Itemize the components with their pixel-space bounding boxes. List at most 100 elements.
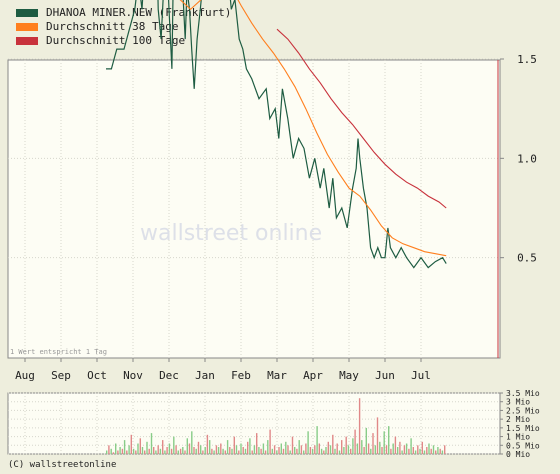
volume-bar [204,447,206,454]
volume-bar [121,448,124,454]
volume-bar [153,447,155,454]
volume-tick-label: 3.5 Mio [506,389,540,398]
volume-bar [294,447,296,454]
volume-bar [115,443,117,454]
volume-bar [414,450,417,454]
volume-bar [256,433,258,454]
volume-bar [397,447,399,454]
volume-bar [291,436,294,454]
volume-bar [352,438,354,454]
volume-bar [370,448,372,454]
volume-bar [334,448,336,454]
volume-bar [195,448,197,454]
volume-bar [309,447,312,454]
volume-bar [137,443,139,454]
volume-bar [285,441,287,454]
volume-bar [193,447,195,454]
series-line-1 [179,0,447,257]
volume-bar [383,431,385,454]
volume-tick-label: 1 Mio [506,433,530,442]
volume-bar [135,450,137,454]
volume-bar [336,443,338,454]
volume-bar [347,445,350,454]
volume-bar [247,441,249,454]
volume-bar [408,448,410,454]
volume-bar [231,448,233,454]
volume-bar [139,438,141,454]
volume-tick-label: 3 Mio [506,398,530,407]
volume-bar [166,447,168,454]
volume-bar [235,445,238,454]
volume-bar [287,445,289,454]
volume-bar [282,448,285,454]
volume-bar [332,434,334,454]
volume-bar [144,450,146,454]
volume-bar [311,448,314,454]
legend-swatch-ma38 [16,23,38,31]
volume-bar [157,445,159,454]
x-tick-label: Dec [159,369,179,382]
volume-bar [318,443,320,454]
volume-bar [405,443,408,454]
volume-bar [112,452,115,454]
price-plot-area: 0.51.01.52.02.5AugSepOctNovDecJanFebMarA… [7,0,537,382]
volume-bar [412,447,414,454]
volume-bar [323,450,325,454]
footnote: 1 Wert entspricht 1 Tag [10,348,107,356]
volume-bar [325,447,327,454]
volume-bar [155,450,157,454]
watermark: wallstreet online [140,221,322,246]
volume-bar [432,445,435,454]
volume-bar [128,445,130,454]
volume-bar [123,440,126,454]
volume-bar [148,448,150,454]
x-tick-label: Oct [87,369,107,382]
volume-bar [296,448,298,454]
volume-bar [428,443,430,454]
volume-bar [314,445,316,454]
volume-bar [345,436,347,454]
volume-bar [305,443,307,454]
volume-bar [267,440,269,454]
volume-background [7,392,501,455]
volume-bar [182,447,184,454]
volume-bar [159,448,162,454]
volume-bar [170,448,173,454]
x-tick-label: Feb [231,369,251,382]
y-tick-label: 1.0 [517,152,537,165]
volume-bar [358,398,361,454]
volume-bar [168,443,171,454]
volume-bar [110,448,112,454]
volume-tick-label: 0 Mio [506,450,530,459]
volume-bar [215,445,218,454]
volume-bar [417,445,419,454]
volume-bar [173,436,175,454]
series-line-2 [276,28,447,209]
volume-bar [164,450,166,454]
legend: DHANOA MINER.NEW (Frankfurt) Durchschnit… [16,6,231,48]
volume-bar [426,447,428,454]
volume-bar [410,438,412,454]
legend-item-ma100: Durchschnitt 100 Tage [16,34,231,48]
volume-bar [303,450,305,454]
volume-bar [329,445,332,454]
volume-bar [441,450,444,454]
x-tick-label: May [339,369,359,382]
volume-bar [217,447,220,454]
volume-bar [385,445,388,454]
legend-label-ma38: Durchschnitt 38 Tage [46,20,179,33]
x-tick-label: Sep [51,369,71,382]
volume-bar [244,448,247,454]
volume-bar [175,445,177,454]
volume-bar [307,431,309,454]
x-tick-label: Jan [195,369,215,382]
legend-swatch-ma100 [16,37,38,45]
volume-bar [141,447,144,454]
x-tick-label: Aug [15,369,35,382]
volume-bar [379,441,381,454]
volume-bar [372,433,374,454]
volume-bar [278,447,280,454]
volume-bar [341,440,343,454]
volume-bar [184,450,186,454]
volume-bar [343,447,345,454]
